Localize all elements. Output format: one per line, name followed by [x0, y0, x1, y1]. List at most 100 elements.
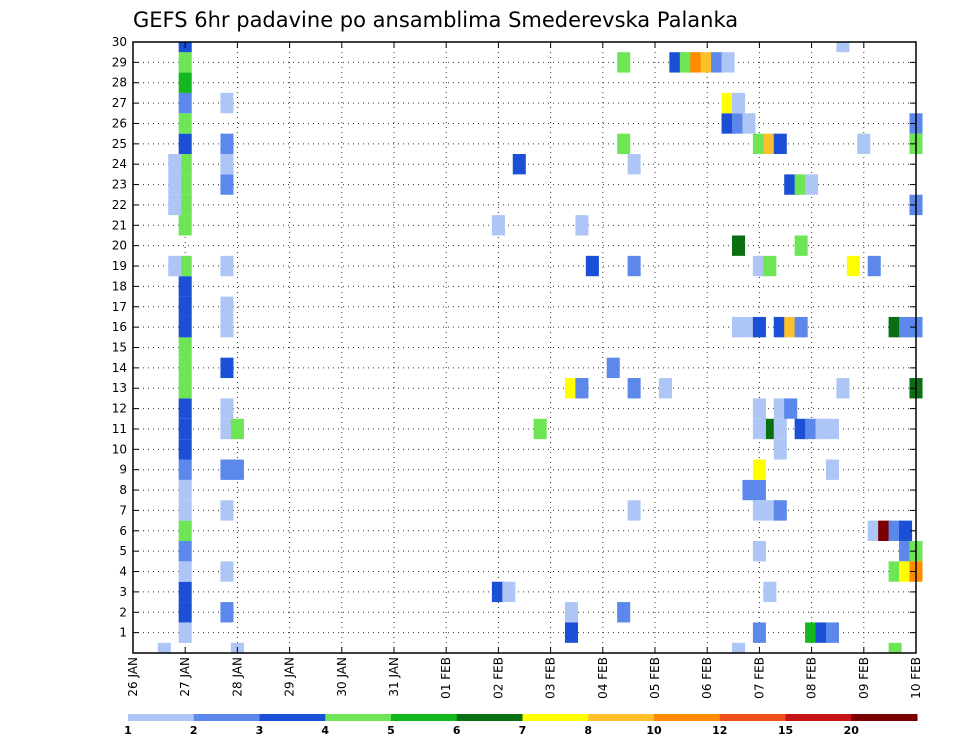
heatmap-cell	[168, 154, 182, 175]
x-tick-label: 07 FEB	[752, 657, 766, 699]
heatmap-cell	[533, 418, 547, 440]
heatmap-cell	[679, 52, 693, 73]
heatmap-cell	[784, 316, 798, 338]
heatmap-cell	[220, 92, 234, 114]
chart-title: GEFS 6hr padavine po ansamblima Smederev…	[133, 8, 738, 32]
y-tick-label: 4	[119, 565, 127, 579]
heatmap-cell	[752, 540, 766, 562]
colorbar-swatch	[193, 714, 260, 721]
heatmap-cell	[178, 439, 192, 460]
y-tick-label: 19	[112, 259, 127, 273]
heatmap-cell	[805, 174, 819, 195]
heatmap-cell	[711, 52, 725, 73]
y-tick-label: 30	[112, 35, 127, 49]
heatmap-cell	[763, 255, 777, 277]
heatmap-cell	[784, 398, 798, 419]
heatmap-cell	[867, 255, 881, 277]
heatmap-cell	[794, 418, 808, 440]
colorbar-swatch	[522, 714, 589, 721]
colorbar-swatch	[456, 714, 523, 721]
heatmap-cell	[220, 133, 234, 155]
heatmap-cell	[888, 520, 902, 541]
heatmap-cell	[220, 316, 234, 338]
heatmap-cell	[763, 581, 777, 603]
heatmap-cell	[168, 174, 182, 195]
heatmap-cell	[178, 154, 192, 175]
heatmap-cell	[178, 316, 192, 338]
colorbar-label: 5	[387, 724, 395, 737]
colorbar-label: 12	[712, 724, 727, 737]
x-tick-label: 03 FEB	[544, 657, 558, 699]
heatmap-cell	[752, 398, 766, 419]
heatmap-cell	[763, 418, 777, 440]
heatmap-cell	[220, 296, 234, 317]
heatmap-cell	[846, 255, 860, 277]
heatmap-cell	[178, 72, 192, 93]
y-tick-label: 17	[112, 300, 127, 314]
heatmap-cell	[178, 357, 192, 379]
y-axis: 1234567891011121314151617181920212223242…	[112, 35, 916, 640]
heatmap-cell	[815, 622, 829, 643]
heatmap-cell	[825, 418, 840, 440]
heatmap-cell	[731, 92, 746, 114]
y-tick-label: 13	[112, 381, 127, 395]
heatmap-cell	[742, 479, 756, 501]
y-tick-label: 7	[119, 503, 127, 517]
y-tick-label: 24	[112, 157, 127, 171]
heatmap-cell	[899, 561, 913, 582]
x-tick-label: 04 FEB	[596, 657, 610, 699]
colorbar-swatch	[654, 714, 721, 721]
heatmap-cell	[742, 113, 756, 134]
heatmap-cell	[752, 479, 766, 501]
heatmap-cell	[773, 500, 787, 521]
heatmap-cell	[731, 113, 746, 134]
heatmap-cell	[178, 398, 192, 419]
heatmap-cell	[564, 602, 579, 623]
heatmap-cell	[742, 316, 756, 338]
heatmap-cell	[220, 255, 234, 277]
heatmap-cell	[220, 561, 234, 582]
heatmap-cell	[805, 622, 819, 643]
y-tick-label: 20	[112, 239, 127, 253]
colorbar-swatch	[719, 714, 786, 721]
heatmap-cell	[773, 316, 787, 338]
heatmap-cell	[178, 92, 192, 114]
heatmap-cell	[836, 378, 850, 399]
colorbar-label: 6	[453, 724, 461, 737]
heatmap-cell	[220, 174, 234, 195]
x-tick-label: 26 JAN	[126, 657, 140, 697]
heatmap-cell	[585, 255, 599, 277]
heatmap-cell	[721, 92, 735, 114]
heatmap-cell	[178, 418, 192, 440]
heatmap-cell	[606, 357, 620, 379]
heatmap-cell	[700, 52, 714, 73]
heatmap-cell	[669, 52, 683, 73]
y-tick-label: 2	[119, 605, 127, 619]
heatmap-cell	[690, 52, 704, 73]
y-tick-label: 15	[112, 341, 127, 355]
y-tick-label: 12	[112, 402, 127, 416]
heatmap-cell	[178, 561, 192, 582]
colorbar-label: 10	[646, 724, 662, 737]
heatmap-cell	[784, 174, 798, 195]
heatmap-cell	[752, 622, 766, 643]
heatmap-cell	[752, 133, 766, 155]
heatmap-cell	[178, 174, 192, 195]
y-tick-label: 26	[112, 116, 127, 130]
heatmap-cell	[763, 133, 777, 155]
x-tick-label: 09 FEB	[857, 657, 871, 699]
x-tick-label: 06 FEB	[700, 657, 714, 699]
y-tick-label: 6	[119, 524, 127, 538]
heatmap-cell	[857, 133, 871, 155]
colorbar-label: 15	[778, 724, 793, 737]
colorbar-swatch	[128, 714, 195, 721]
colorbar-swatch	[259, 714, 326, 721]
heatmap-cell	[178, 540, 192, 562]
heatmap-cell	[617, 602, 631, 623]
y-tick-label: 29	[112, 55, 127, 69]
heatmap-cell	[220, 398, 234, 419]
x-tick-label: 02 FEB	[491, 657, 505, 699]
heatmap-cell	[825, 622, 840, 643]
heatmap-cell	[627, 500, 641, 521]
heatmap-cell	[752, 459, 766, 480]
